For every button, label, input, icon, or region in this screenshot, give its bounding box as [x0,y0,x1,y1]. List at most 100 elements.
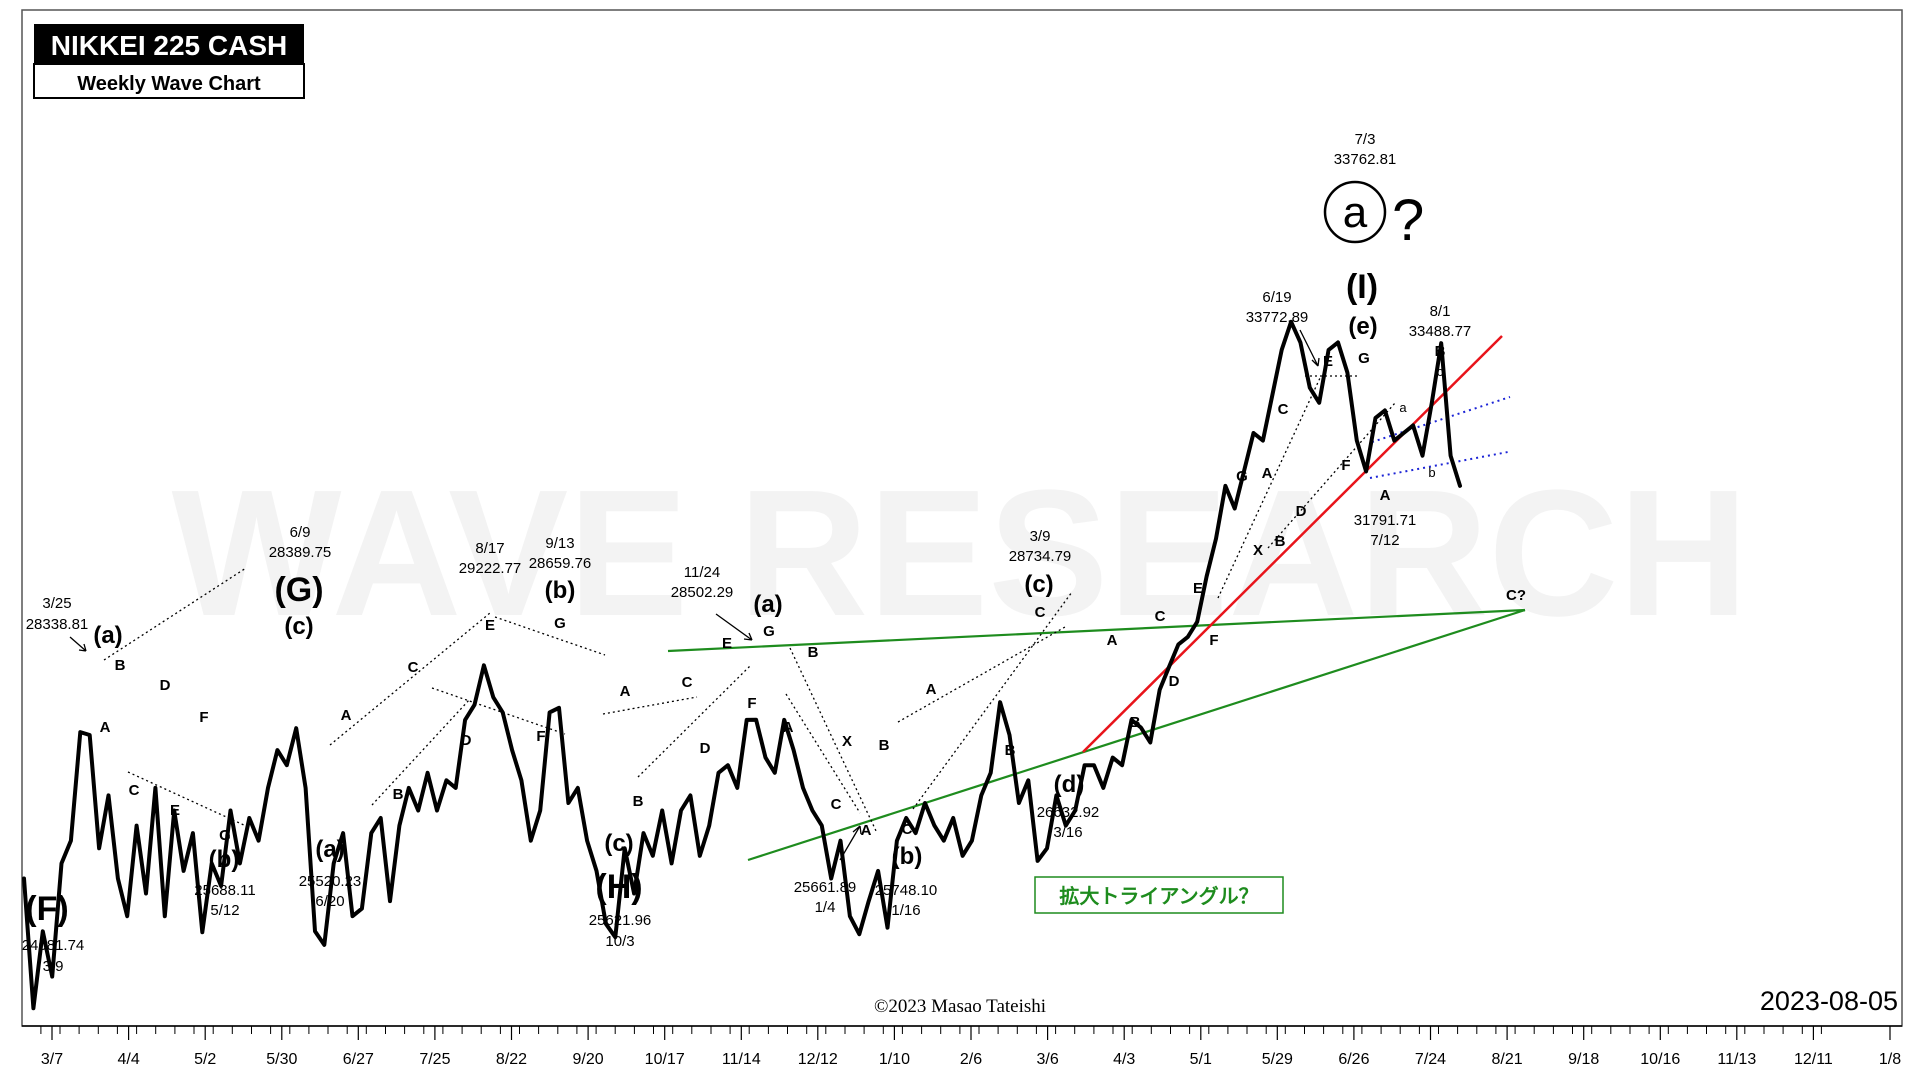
x-tick-label: 6/26 [1338,1051,1369,1068]
wave-label: B [115,657,126,674]
wave-label: E [722,635,732,652]
price-point [670,862,673,865]
price-point [642,831,645,835]
wave-labels-sub: a b c [1399,364,1443,480]
blue-upper-channel [1371,396,1511,443]
price-point [1008,733,1011,737]
wave-label: (H) [595,868,642,906]
price-point [1027,779,1030,782]
price-point [1336,341,1340,344]
price-point [501,711,504,714]
price-point [1205,575,1208,578]
wave-label: C [129,782,140,799]
price-point [173,809,176,812]
price-point [1421,454,1424,457]
annot-date: 3/9 [43,958,64,975]
price-point [876,869,880,873]
price-point [1289,320,1293,323]
wave-label: (a) [315,836,344,863]
annot-price: 25621.96 [589,912,652,929]
annot-date: 6/20 [315,893,344,910]
price-point [1139,726,1143,729]
channel-line [789,647,878,834]
price-point [952,816,955,820]
wave-label: A [1262,465,1273,482]
wave-label: B [879,737,890,754]
arrow [839,825,862,861]
price-point [360,907,364,910]
price-point [1308,386,1312,389]
title-box-header [34,24,304,64]
x-tick-label: 3/7 [41,1051,63,1068]
annot-date: 8/17 [475,540,504,557]
annot-price: 29222.77 [459,560,522,577]
price-point [905,816,908,820]
price-point [595,869,598,873]
wave-label: C [902,821,913,838]
annot-date: 8/1 [1430,303,1451,320]
arrow [715,613,753,641]
x-tick-label: 6/27 [343,1051,374,1068]
price-point [1383,409,1387,412]
question-mark: ? [1392,188,1424,253]
price-point [792,748,795,752]
wave-label: C [682,674,693,691]
price-point [698,854,701,857]
price-point [1055,794,1058,797]
price-point [379,816,382,820]
wave-labels-intermediate: (a) (c) (b) (a) (b) (c) (a) (b) (c) (d) … [93,313,1377,873]
price-point [801,786,805,790]
price-point [1092,764,1096,767]
price-point [492,696,495,699]
watermark: WAVE RESEARCH [172,453,1749,654]
x-tick-label: 11/13 [1717,1051,1756,1068]
price-point [1430,401,1434,404]
price-point [1261,439,1265,442]
price-point [914,831,917,835]
triangle-note-box [1034,876,1284,914]
price-point [370,831,373,835]
wave-label: (c) [604,830,633,857]
price-point [1167,665,1171,669]
annot-date: 3/9 [1030,528,1051,545]
x-tick-label: 3/6 [1036,1051,1058,1068]
x-tick-label: 12/11 [1794,1051,1833,1068]
price-point [604,922,608,925]
annot-price: 33772.89 [1246,309,1309,326]
price-point [417,809,420,812]
price-point [1214,537,1218,540]
price-point [107,794,110,797]
annot-price: 28502.29 [671,584,734,601]
wave-label: G [1236,468,1248,485]
wave-label: D [1169,673,1180,690]
price-point [1346,371,1349,374]
price-point [32,1007,35,1010]
title-box-body [33,63,305,99]
wave-label: A [620,683,631,700]
price-point [548,711,551,714]
price-point [144,892,148,895]
price-point [557,706,561,709]
annot-price: 25748.10 [875,882,938,899]
price-point [69,839,73,842]
wave-label: A [1380,487,1391,504]
wave-label: B [808,644,819,661]
price-point [135,824,138,827]
chart-title: NIKKEI 225 CASH [51,30,288,61]
price-point [1374,416,1377,420]
wave-labels-major: (F) (G) (H) (I) [25,268,1378,928]
price-point [961,854,964,857]
price-point [539,809,542,812]
price-point [323,943,326,947]
wave-label: E [485,617,495,634]
wave-label: (I) [1346,268,1378,306]
price-point [51,975,54,978]
price-point [191,831,195,835]
wave-label: C? [1506,587,1526,604]
wave-label: (G) [274,571,323,609]
price-points [22,320,1462,1010]
price-point [463,718,467,722]
wave-label: F [536,728,545,745]
annot-date: 3/25 [42,595,71,612]
wave-label: X [842,733,852,750]
